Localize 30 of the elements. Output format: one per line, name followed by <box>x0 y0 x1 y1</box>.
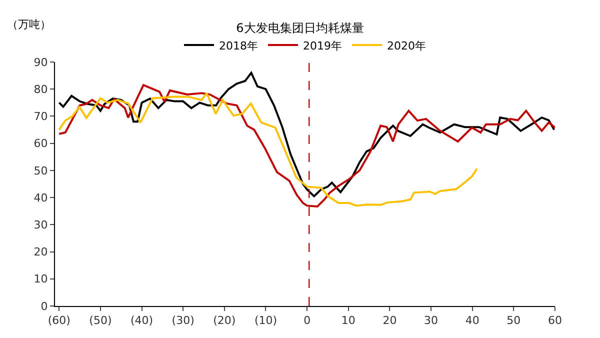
legend-label: 2019年 <box>303 39 342 52</box>
x-tick-label: (40) <box>130 314 154 328</box>
x-tick-label: 10 <box>341 314 356 328</box>
y-tick-label: 60 <box>34 137 48 150</box>
x-tick-label: 0 <box>304 314 311 328</box>
y-tick-label: 10 <box>34 272 48 286</box>
y-tick-label: 90 <box>34 56 48 69</box>
line-series <box>58 92 478 207</box>
y-tick-label: 70 <box>34 110 48 124</box>
x-tick-label: (60) <box>48 314 70 328</box>
y-tick-label: 40 <box>34 191 48 204</box>
x-tick-label: (50) <box>89 314 112 328</box>
legend-label: 2018年 <box>219 39 258 52</box>
line-series <box>58 72 555 198</box>
y-tick-label: 0 <box>40 300 48 313</box>
y-tick-label: 80 <box>34 82 48 96</box>
x-tick-label: 30 <box>424 314 438 328</box>
x-tick-label: (30) <box>172 314 194 328</box>
x-tick-label: 60 <box>548 314 562 328</box>
y-tick-label: 50 <box>34 164 48 178</box>
x-tick-label: 50 <box>506 314 521 328</box>
y-tick-label: 30 <box>34 218 48 232</box>
x-tick-label: (10) <box>254 314 278 328</box>
y-axis-title: （万吨） <box>7 18 51 31</box>
x-tick-label: (20) <box>213 314 236 328</box>
x-tick-label: 20 <box>382 314 397 328</box>
y-tick-label: 20 <box>34 246 48 259</box>
x-tick-label: 40 <box>465 314 480 328</box>
legend-label: 2020年 <box>387 39 426 52</box>
chart-title: 6大发电集团日均耗煤量 <box>236 21 364 36</box>
